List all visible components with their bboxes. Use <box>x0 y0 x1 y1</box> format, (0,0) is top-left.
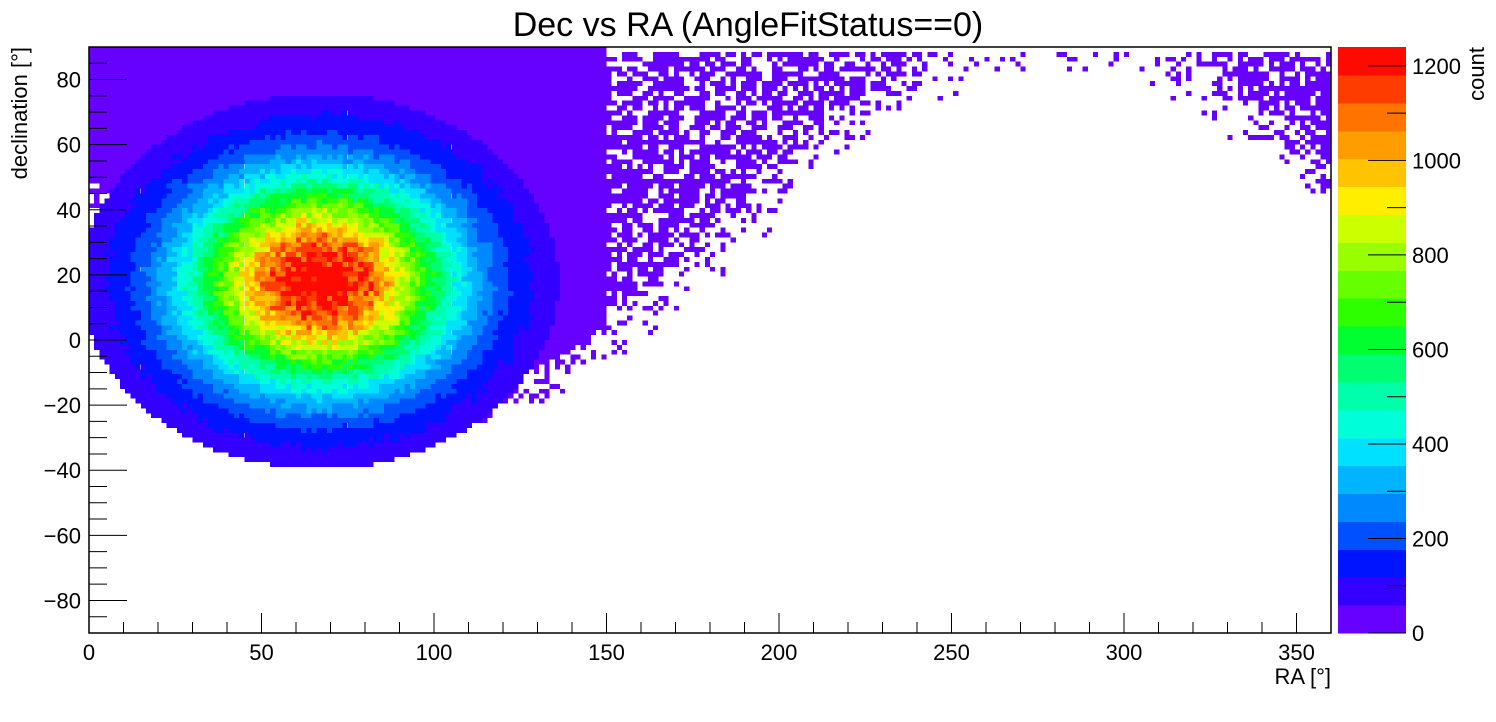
color-bar-segment <box>1338 381 1406 411</box>
y-tick-label: −40 <box>44 458 81 483</box>
x-tick-label: 100 <box>416 640 453 665</box>
z-tick-label: 0 <box>1412 621 1424 646</box>
x-tick-label: 50 <box>249 640 273 665</box>
color-bar-segment <box>1338 353 1406 383</box>
color-bar-segment <box>1338 186 1406 216</box>
color-bar-segment <box>1338 270 1406 299</box>
y-tick-label: 60 <box>57 133 81 158</box>
heatmap-level-0 <box>88 47 1332 424</box>
x-tick-label: 200 <box>761 640 798 665</box>
color-bar-segment <box>1338 298 1406 327</box>
color-bar-segment <box>1338 409 1406 439</box>
y-axis: −80 −60 −40 −20 0 20 40 60 80 <box>44 46 127 634</box>
y-tick-label: −60 <box>44 523 81 548</box>
z-tick-label: 1000 <box>1412 148 1461 173</box>
x-tick-label: 300 <box>1106 640 1143 665</box>
heatmap-level-20 <box>270 242 374 321</box>
color-bar-segment <box>1338 47 1406 76</box>
color-bar-segment <box>1338 74 1406 104</box>
y-tick-label: 20 <box>57 263 81 288</box>
heatmap-level-19 <box>259 232 379 331</box>
color-bar-segment <box>1338 577 1406 606</box>
color-bar-segment <box>1338 242 1406 271</box>
x-tick-label: 150 <box>588 640 625 665</box>
heatmap-bins <box>88 47 1332 467</box>
x-tick-label: 350 <box>1278 640 1315 665</box>
color-bar-segment <box>1338 214 1406 243</box>
color-bar-segment <box>1338 102 1406 132</box>
z-tick-label: 400 <box>1412 432 1449 457</box>
y-tick-label: 0 <box>69 328 81 353</box>
x-axis: 0 50 100 150 200 250 300 350 <box>83 613 1332 665</box>
y-tick-label: −80 <box>44 588 81 613</box>
y-axis-label: declination [°] <box>7 47 32 179</box>
color-bar-segment <box>1338 549 1406 578</box>
color-bar-segment <box>1338 521 1406 550</box>
color-bar-label: count <box>1464 47 1489 101</box>
z-tick-label: 200 <box>1412 526 1449 551</box>
z-tick-label: 600 <box>1412 337 1449 362</box>
color-bar-segment <box>1338 493 1406 522</box>
z-tick-label: 1200 <box>1412 54 1461 79</box>
x-tick-label: 250 <box>933 640 970 665</box>
color-bar: 0 200 400 600 800 1000 1200 <box>1338 47 1461 646</box>
color-bar-segment <box>1338 326 1406 355</box>
color-bar-segment <box>1338 605 1406 634</box>
color-bar-segment <box>1338 130 1406 160</box>
color-bar-segment <box>1338 158 1406 188</box>
x-tick-label: 0 <box>83 640 95 665</box>
x-axis-label: RA [°] <box>1275 664 1331 689</box>
y-tick-label: −20 <box>44 393 81 418</box>
y-tick-label: 80 <box>57 68 81 93</box>
color-bar-segment <box>1338 465 1406 495</box>
y-tick-label: 40 <box>57 198 81 223</box>
chart-title: Dec vs RA (AngleFitStatus==0) <box>513 6 984 44</box>
color-bar-segment <box>1338 437 1406 467</box>
z-tick-label: 800 <box>1412 243 1449 268</box>
